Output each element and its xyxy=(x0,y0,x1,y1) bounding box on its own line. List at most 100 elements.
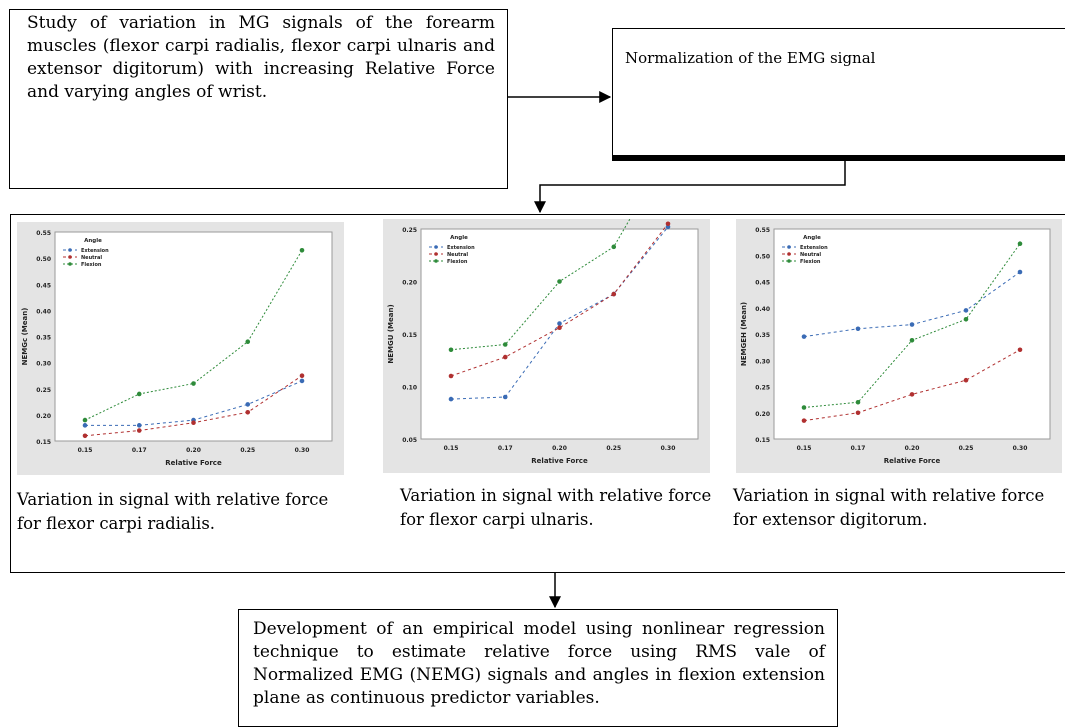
data-point-neutral xyxy=(855,410,861,416)
y-tick-label: 0.15 xyxy=(755,437,770,444)
legend-entry-neutral: Neutral xyxy=(800,252,821,258)
data-point-neutral xyxy=(611,291,617,297)
y-tick-label: 0.10 xyxy=(402,385,417,392)
arrow-normalization-to-charts xyxy=(534,160,846,214)
data-point-flexion xyxy=(963,317,969,322)
y-tick-label: 0.50 xyxy=(755,253,770,260)
x-tick-label: 0.25 xyxy=(240,447,255,454)
data-point-flexion xyxy=(855,399,861,405)
data-point-flexion xyxy=(1017,241,1023,246)
data-point-flexion xyxy=(801,405,807,410)
y-tick-label: 0.05 xyxy=(402,437,417,444)
data-point-flexion xyxy=(611,244,617,250)
data-point-flexion xyxy=(191,381,196,386)
plot-area xyxy=(773,228,1051,440)
data-point-extension xyxy=(82,423,88,428)
legend-title: Angle xyxy=(803,235,821,241)
x-tick-label: 0.20 xyxy=(905,445,920,452)
x-tick-label: 0.17 xyxy=(132,447,147,454)
chart-svg: 0.05 0.10 0.15 0.20 0.25 0.15 0.17 0.20 0.25 0.30… xyxy=(387,219,699,465)
legend-entry-flexion: Flexion xyxy=(81,262,102,268)
y-tick-label: 0.20 xyxy=(36,413,51,420)
chart-extensor-digitorum: 0.15 0.20 0.25 0.30 0.35 0.40 0.45 0.50 0.55 0.15… xyxy=(736,219,1062,473)
legend-marker xyxy=(434,252,438,256)
y-axis-label: NEMGU (Mean) xyxy=(387,304,395,363)
legend-entry-neutral: Neutral xyxy=(81,255,102,261)
y-tick-label: 0.25 xyxy=(36,387,51,394)
caption-extensor-digitorum: Variation in signal with relative force … xyxy=(733,486,1045,529)
y-tick-label: 0.40 xyxy=(755,306,770,313)
y-tick-label: 0.45 xyxy=(755,280,770,287)
data-point-neutral xyxy=(557,325,562,330)
data-point-extension xyxy=(855,326,861,332)
caption-flexor-carpi-ulnaris: Variation in signal with relative force … xyxy=(400,486,712,529)
legend-entry-extension: Extension xyxy=(800,245,828,251)
x-tick-label: 0.25 xyxy=(959,445,974,452)
y-axis-label: NEMGc (Mean) xyxy=(21,308,29,366)
x-axis-label: Relative Force xyxy=(165,459,222,467)
data-point-flexion xyxy=(299,247,305,253)
data-point-extension xyxy=(448,396,454,402)
y-tick-label: 0.55 xyxy=(755,227,770,234)
data-point-flexion xyxy=(136,391,142,397)
data-point-flexion xyxy=(502,342,508,347)
legend-title: Angle xyxy=(450,235,468,241)
y-axis-label: NEMGEH (Mean) xyxy=(740,302,748,366)
y-tick-label: 0.20 xyxy=(755,411,770,418)
legend-marker xyxy=(434,245,438,249)
plot-area xyxy=(54,231,333,442)
y-tick-label: 0.20 xyxy=(402,280,417,287)
legend-entry-neutral: Neutral xyxy=(447,252,468,258)
study-box: Study of variation in MG signals of the … xyxy=(9,9,508,189)
legend-marker xyxy=(787,252,791,256)
x-tick-label: 0.30 xyxy=(1013,445,1028,452)
data-point-flexion xyxy=(557,279,562,284)
data-point-neutral xyxy=(245,409,251,415)
y-tick-label: 0.15 xyxy=(402,332,417,339)
study-text: Study of variation in MG signals of the … xyxy=(27,13,495,102)
legend-marker xyxy=(68,262,72,266)
caption-flexor-carpi-radialis: Variation in signal with relative force … xyxy=(17,490,329,533)
x-axis-label: Relative Force xyxy=(884,457,941,465)
data-point-flexion xyxy=(82,417,88,423)
legend-marker xyxy=(434,259,438,263)
data-point-neutral xyxy=(801,418,807,423)
y-tick-label: 0.45 xyxy=(36,282,51,289)
normalization-text: Normalization of the EMG signal xyxy=(625,49,876,67)
legend-entry-flexion: Flexion xyxy=(447,259,468,265)
chart-flexor-carpi-ulnaris: 0.05 0.10 0.15 0.20 0.25 0.15 0.17 0.20 0.25 0.30… xyxy=(383,219,710,473)
y-tick-label: 0.15 xyxy=(36,439,51,446)
x-tick-label: 0.15 xyxy=(78,447,93,454)
x-tick-label: 0.17 xyxy=(851,445,866,452)
legend-marker xyxy=(787,259,791,263)
chart-flexor-carpi-radialis: 0.15 0.20 0.25 0.30 0.35 0.40 0.45 0.50 0.55 0.15… xyxy=(17,222,344,475)
x-tick-label: 0.15 xyxy=(797,445,812,452)
data-point-neutral xyxy=(665,221,671,227)
x-tick-label: 0.30 xyxy=(661,445,676,452)
legend-entry-flexion: Flexion xyxy=(800,259,821,265)
chart-svg: 0.15 0.20 0.25 0.30 0.35 0.40 0.45 0.50 0.55 0.15… xyxy=(740,227,1051,465)
y-tick-label: 0.40 xyxy=(36,308,51,315)
x-tick-label: 0.20 xyxy=(552,445,567,452)
y-tick-label: 0.55 xyxy=(36,230,51,237)
x-tick-label: 0.17 xyxy=(498,445,513,452)
normalization-box: Normalization of the EMG signal xyxy=(612,28,1065,159)
chart-svg: 0.15 0.20 0.25 0.30 0.35 0.40 0.45 0.50 0.55 0.15… xyxy=(21,230,333,467)
data-point-neutral xyxy=(448,373,454,379)
legend-entry-extension: Extension xyxy=(447,245,475,251)
data-point-extension xyxy=(557,321,562,326)
data-point-extension xyxy=(245,402,251,407)
legend-marker xyxy=(68,255,72,259)
y-tick-label: 0.25 xyxy=(402,227,417,234)
data-point-extension xyxy=(963,308,969,313)
legend-title: Angle xyxy=(84,238,102,244)
data-point-extension xyxy=(665,224,671,230)
data-point-extension xyxy=(1017,269,1023,275)
x-tick-label: 0.15 xyxy=(444,445,459,452)
plot-area xyxy=(420,228,699,440)
data-point-neutral xyxy=(299,373,305,378)
data-point-neutral xyxy=(502,354,508,360)
